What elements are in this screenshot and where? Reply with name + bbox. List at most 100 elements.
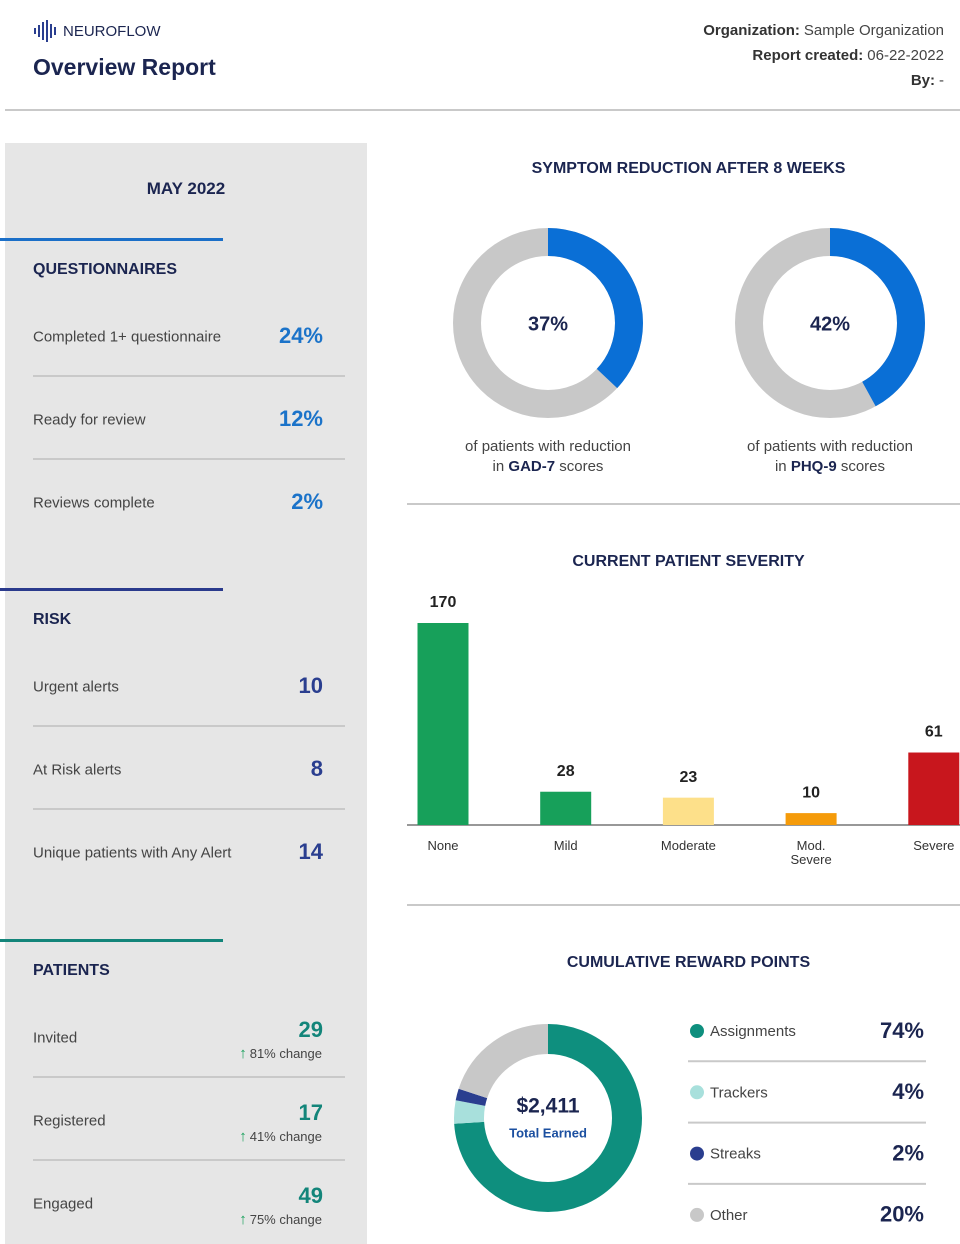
meta-row: By: - <box>703 68 944 93</box>
donut-arc <box>735 228 925 418</box>
report-title: Overview Report <box>33 54 216 80</box>
brand-name: NEUROFLOW <box>63 22 161 40</box>
metric-label: Ready for review <box>33 411 146 429</box>
legend-dot <box>690 1085 704 1100</box>
total-caption: Total Earned <box>509 1125 587 1140</box>
metric-change: ↑ 81% change <box>239 1045 322 1062</box>
header-divider <box>5 109 960 111</box>
metric-value: 14 <box>298 839 323 864</box>
meta-label: Report created: <box>752 47 864 64</box>
bar-value: 23 <box>680 769 698 786</box>
change-text: 81% change <box>249 1046 322 1061</box>
section-accent <box>0 588 223 591</box>
meta-row: Report created: 06-22-2022 <box>703 43 944 68</box>
section-accent <box>0 939 223 942</box>
x-tick-label: None <box>427 838 459 853</box>
meta-value: Sample Organization <box>803 22 944 39</box>
metric-label: Unique patients with Any Alert <box>33 844 232 862</box>
caption-measure: PHQ-9 <box>790 458 837 475</box>
legend-label: Trackers <box>710 1084 768 1101</box>
legend-value: 20% <box>880 1202 924 1227</box>
metric-label: Completed 1+ questionnaire <box>33 328 222 346</box>
brand-logo <box>34 20 56 42</box>
caption-measure: GAD-7 <box>508 458 556 475</box>
meta-value: - <box>939 72 944 89</box>
legend-value: 74% <box>880 1018 924 1043</box>
caption-suffix: scores <box>840 458 886 475</box>
bar-value: 61 <box>925 724 943 741</box>
metric-change: ↑ 41% change <box>239 1128 322 1145</box>
donut-caption-2: in GAD-7 scores <box>428 458 668 475</box>
donut-arc <box>453 228 643 418</box>
metric-value: 49 <box>298 1183 323 1208</box>
chart-title: CUMULATIVE REWARD POINTS <box>566 954 811 971</box>
section-title: RISK <box>33 611 72 628</box>
change-arrow: ↑ <box>239 1045 247 1062</box>
legend-label: Assignments <box>710 1023 796 1040</box>
period: MAY 2022 <box>146 179 226 198</box>
metric-label: Reviews complete <box>33 494 155 512</box>
separator <box>33 1159 345 1161</box>
section-title: PATIENTS <box>33 962 110 979</box>
meta-label: Organization: <box>703 22 800 39</box>
total-value: $2,411 <box>516 1095 579 1118</box>
bar-value: 28 <box>557 763 575 780</box>
x-tick-label: Mild <box>553 838 578 853</box>
legend-value: 2% <box>892 1140 924 1165</box>
divider <box>407 904 960 906</box>
section-title: QUESTIONNAIRES <box>33 261 178 278</box>
donut-caption: of patients with reduction <box>747 438 913 455</box>
x-tick-label: Moderate <box>660 838 716 853</box>
meta-label: By: <box>910 72 935 89</box>
caption-suffix: scores <box>559 458 604 475</box>
bar <box>785 813 837 825</box>
bar <box>540 791 592 825</box>
chart-title: SYMPTOM REDUCTION AFTER 8 WEEKS <box>531 160 846 177</box>
sidebar <box>5 143 367 1244</box>
bar <box>908 752 960 825</box>
change-text: 41% change <box>249 1129 322 1144</box>
legend-dot <box>690 1207 704 1222</box>
donut-value: 37% <box>528 313 568 335</box>
chart-title: CURRENT PATIENT SEVERITY <box>572 553 805 570</box>
caption-prefix: in <box>492 458 505 475</box>
separator <box>33 1076 345 1078</box>
pie-segment <box>454 1024 642 1212</box>
x-tick-label: Severe <box>913 838 955 853</box>
pie-segment <box>454 1024 642 1212</box>
section-accent <box>0 238 223 241</box>
metric-label: Invited <box>33 1029 78 1047</box>
bar <box>662 797 714 825</box>
report-meta: Organization: Sample Organization Report c… <box>703 18 944 93</box>
metric-value: 10 <box>298 673 323 698</box>
donut-caption: of patients with reduction <box>465 438 631 455</box>
legend-label: Streaks <box>710 1146 761 1163</box>
metric-label: At Risk alerts <box>33 761 122 779</box>
separator <box>33 725 345 727</box>
separator <box>33 375 345 377</box>
metric-label: Engaged <box>33 1195 94 1213</box>
metric-value: 29 <box>298 1017 323 1042</box>
metric-value: 2% <box>291 489 323 514</box>
change-text: 75% change <box>249 1212 322 1227</box>
change-arrow: ↑ <box>239 1211 247 1228</box>
bar-value: 10 <box>802 784 820 801</box>
metric-value: 12% <box>278 406 323 431</box>
separator <box>33 808 345 810</box>
x-tick-label: Mod. Severe <box>790 838 832 867</box>
donut-caption-2: in PHQ-9 scores <box>710 458 950 475</box>
divider <box>407 503 960 505</box>
metric-value: 17 <box>298 1100 323 1125</box>
metric-label: Urgent alerts <box>33 678 119 696</box>
separator <box>33 458 345 460</box>
bar <box>417 623 469 825</box>
caption-prefix: in <box>774 458 787 475</box>
legend-label: Other <box>710 1207 748 1224</box>
meta-row: Organization: Sample Organization <box>703 18 944 43</box>
bar-value: 170 <box>430 594 457 611</box>
brand: NEUROFLOW <box>33 18 161 44</box>
legend-dot <box>690 1146 704 1161</box>
metric-change: ↑ 75% change <box>239 1211 322 1228</box>
